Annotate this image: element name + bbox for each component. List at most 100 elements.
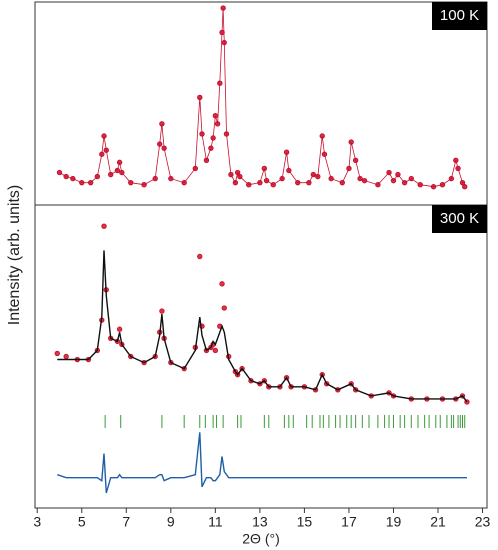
data-point (214, 121, 221, 127)
x-tick-label: 7 (122, 514, 130, 530)
data-point (54, 350, 60, 357)
data-point (219, 281, 225, 287)
data-point (263, 177, 270, 184)
data-point (375, 182, 381, 188)
annotation-box (432, 205, 487, 233)
data-point (453, 157, 459, 164)
x-tick-label: 15 (297, 514, 313, 530)
data-point (141, 182, 147, 188)
data-point (210, 135, 216, 141)
x-axis-label: 2Θ (°) (242, 531, 280, 547)
data-point (386, 169, 392, 176)
data-point (99, 151, 105, 157)
data-point (116, 326, 123, 332)
data-point (63, 353, 69, 360)
series-line (57, 432, 467, 494)
data-point (114, 167, 121, 174)
x-tick-label: 5 (78, 514, 86, 530)
data-point (219, 29, 225, 36)
data-point (455, 165, 461, 172)
data-point (217, 80, 223, 86)
x-tick-label: 13 (252, 514, 268, 530)
data-point (295, 179, 301, 186)
y-axis-label: Intensity (arb. units) (6, 185, 23, 326)
data-point (94, 173, 101, 180)
data-point (159, 121, 165, 127)
data-point (459, 179, 466, 186)
data-point (261, 165, 268, 172)
data-point (223, 131, 230, 137)
data-point (286, 167, 292, 174)
data-point (339, 179, 345, 186)
data-point (56, 169, 63, 176)
data-point (128, 179, 134, 186)
data-point (408, 175, 414, 182)
data-point (101, 133, 107, 139)
x-tick-label: 23 (475, 514, 491, 530)
data-point (208, 145, 214, 151)
data-point (103, 147, 109, 153)
data-point (212, 112, 219, 119)
data-point (439, 182, 446, 188)
x-tick-label: 9 (167, 514, 175, 530)
data-point (192, 165, 199, 172)
data-point (212, 347, 219, 354)
data-point (319, 133, 325, 139)
data-point (283, 149, 290, 155)
data-point (417, 182, 423, 188)
data-point (228, 171, 234, 178)
data-point (430, 184, 437, 190)
data-point (352, 157, 359, 164)
x-tick-label: 21 (430, 514, 446, 530)
data-point (159, 308, 165, 314)
data-point (70, 175, 76, 182)
data-point (108, 171, 114, 178)
data-point (181, 179, 187, 186)
data-point (361, 177, 368, 184)
data-point (168, 175, 174, 182)
data-point (321, 151, 328, 157)
series-line (57, 250, 468, 403)
data-point (395, 171, 401, 178)
data-point (306, 179, 312, 186)
data-point (221, 305, 227, 311)
data-point (197, 253, 203, 260)
data-point (328, 175, 334, 182)
data-point (116, 159, 123, 166)
data-point (234, 169, 241, 176)
panel-label: 100 K (440, 7, 479, 24)
data-point (246, 182, 252, 188)
data-point (448, 175, 455, 182)
data-point (315, 173, 321, 180)
data-point (257, 179, 263, 186)
data-point (79, 179, 85, 186)
x-tick-label: 17 (341, 514, 357, 530)
data-point (199, 131, 205, 137)
data-point (220, 5, 226, 11)
x-tick-label: 11 (208, 514, 223, 530)
data-point (101, 223, 107, 229)
data-point (161, 145, 167, 151)
data-point (203, 157, 210, 164)
data-point (119, 169, 125, 176)
data-point (197, 94, 203, 101)
data-point (279, 175, 285, 182)
data-point (221, 39, 227, 46)
data-point (87, 179, 94, 186)
panel-label: 300 K (440, 210, 479, 227)
data-point (348, 139, 354, 145)
data-point (63, 173, 69, 180)
data-point (390, 177, 397, 184)
plot-frame (34, 1, 488, 509)
x-tick-label: 3 (33, 514, 41, 530)
data-point (462, 184, 468, 190)
data-point (232, 179, 239, 186)
data-point (237, 173, 243, 180)
data-point (401, 179, 408, 186)
data-point (270, 182, 276, 188)
data-point (156, 141, 163, 147)
data-point (346, 165, 352, 172)
data-point (357, 175, 363, 182)
data-point (152, 175, 158, 182)
